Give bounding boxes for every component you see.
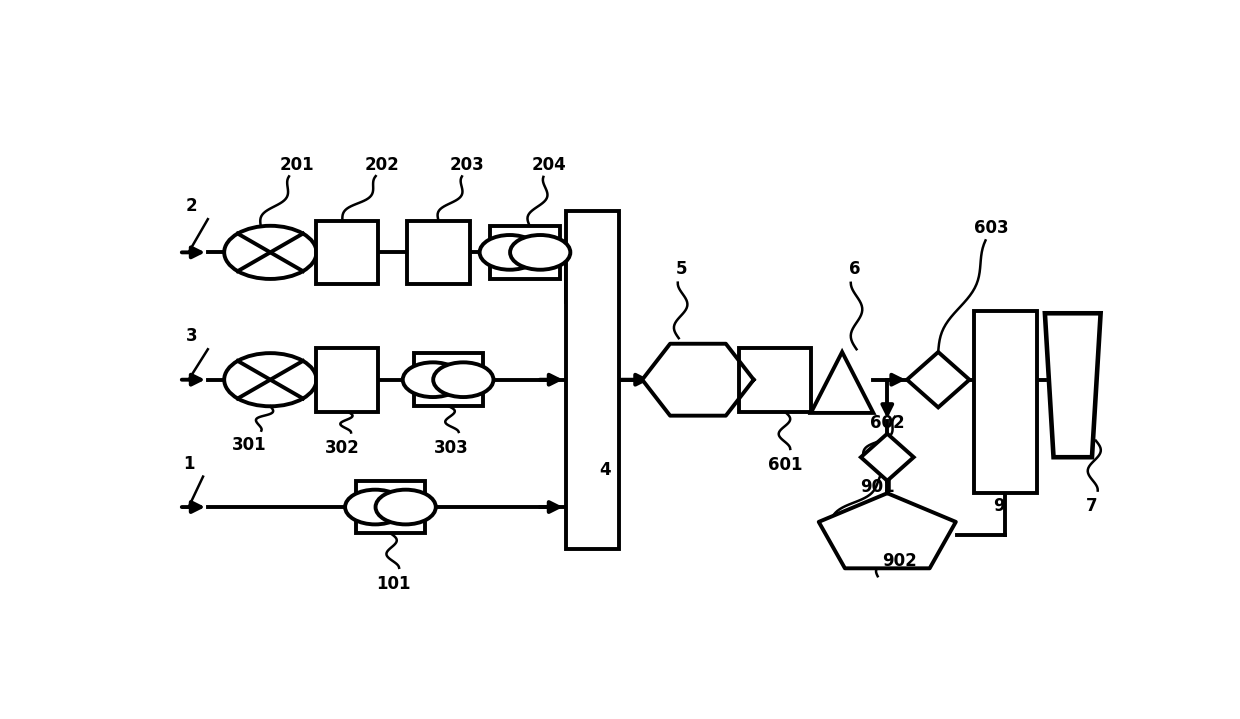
Bar [413, 354, 482, 406]
Text: 202: 202 [365, 156, 399, 174]
Text: 204: 204 [532, 156, 567, 174]
Text: 9: 9 [993, 497, 1004, 515]
Polygon shape [811, 352, 873, 413]
Bar [316, 348, 378, 411]
Text: 6: 6 [849, 260, 861, 278]
Text: 602: 602 [870, 414, 905, 432]
Polygon shape [642, 344, 754, 416]
Circle shape [433, 362, 494, 397]
Circle shape [480, 235, 539, 270]
Bar [407, 221, 470, 284]
Bar [739, 348, 811, 411]
Text: 601: 601 [768, 456, 802, 474]
Text: 301: 301 [232, 436, 267, 454]
Circle shape [376, 490, 435, 524]
Text: 1: 1 [182, 454, 195, 472]
Text: 4: 4 [599, 461, 610, 479]
Text: 902: 902 [883, 552, 918, 570]
Circle shape [510, 235, 570, 270]
Text: 5: 5 [676, 260, 687, 278]
Bar [975, 311, 1037, 493]
Polygon shape [906, 352, 970, 408]
Text: 603: 603 [973, 219, 1008, 237]
Bar [356, 481, 425, 533]
Polygon shape [1045, 313, 1101, 457]
Text: 3: 3 [186, 327, 197, 345]
Text: 901: 901 [861, 477, 895, 495]
Polygon shape [818, 493, 956, 568]
Text: 302: 302 [325, 439, 360, 457]
Circle shape [403, 362, 463, 397]
Polygon shape [861, 434, 914, 481]
Text: 2: 2 [186, 197, 197, 215]
Circle shape [345, 490, 405, 524]
Bar [565, 211, 619, 549]
Text: 101: 101 [376, 574, 410, 592]
Bar [316, 221, 378, 284]
Bar [490, 226, 559, 279]
Text: 303: 303 [434, 439, 469, 457]
Text: 203: 203 [450, 156, 485, 174]
Text: 7: 7 [1086, 497, 1097, 515]
Text: 201: 201 [280, 156, 315, 174]
